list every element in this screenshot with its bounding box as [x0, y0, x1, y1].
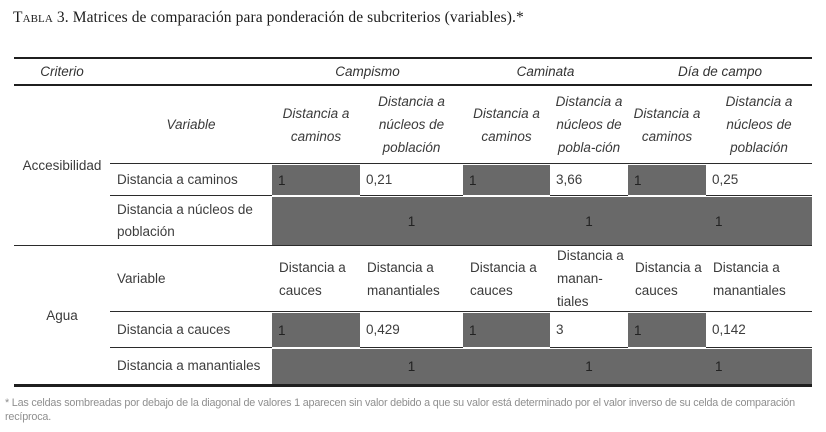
activity-header-row: Criterio Campismo Caminata Día de campo — [14, 57, 812, 86]
subcriterion-column-header: Distancia a caminos — [463, 86, 550, 164]
diagonal-value: 1 — [585, 359, 593, 374]
row-label: Distancia a manantiales — [117, 358, 261, 373]
matrix-cell: 0,25 — [706, 164, 812, 196]
col-header-campismo: Campismo — [335, 64, 400, 79]
criterion-label: Accesibilidad — [22, 158, 102, 173]
comparison-matrix-table: Criterio Campismo Caminata Día de campo … — [14, 57, 812, 387]
matrix-cell: 0,142 — [706, 312, 812, 348]
row-label: Distancia a núcleos de población — [117, 201, 253, 239]
matrix-cell-shaded: 1 — [463, 312, 550, 348]
diagonal-value: 1 — [715, 213, 723, 229]
subcriterion-column-header: Distancia a núcleos de población — [360, 86, 463, 164]
table-caption-text: Matrices de comparación para ponderación… — [68, 9, 524, 26]
row-label: Distancia a cauces — [110, 312, 272, 348]
matrix-cell-shaded: 1 — [628, 164, 706, 196]
subcriterion-column-header: Distancia a caminos — [272, 86, 360, 164]
col-header-caminata: Caminata — [516, 64, 575, 79]
col-header-dia-de-campo: Día de campo — [677, 64, 763, 79]
variable-header: Variable — [110, 86, 272, 164]
variable-header: Variable — [110, 246, 272, 312]
matrix-cell-shaded: 1 — [628, 312, 706, 348]
subcriterion-column-header: Distancia a manantiales — [706, 246, 812, 312]
diagonal-value: 1 — [407, 359, 416, 374]
table-caption: Tabla 3. Matrices de comparación para po… — [13, 9, 524, 27]
subcriterion-column-header: Distancia a manan-tiales — [550, 246, 628, 312]
subcriterion-column-header: Distancia a cauces — [628, 246, 706, 312]
matrix-cell: 0,429 — [360, 312, 463, 348]
section-agua: Agua Variable Distancia a cauces Distanc… — [14, 246, 812, 387]
criterion-label: Agua — [46, 307, 78, 323]
footnote: * Las celdas sombreadas por debajo de la… — [5, 397, 795, 423]
subcriterion-column-header: Distancia a núcleos de población — [706, 86, 812, 164]
table-caption-number: Tabla 3. — [13, 9, 69, 26]
matrix-cell: 3,66 — [550, 164, 628, 196]
matrix-cell-shaded: 1 — [463, 164, 550, 196]
shaded-row: 1 1 1 — [272, 348, 812, 384]
subcriterion-column-header: Distancia a manantiales — [360, 246, 463, 312]
subcriterion-column-header: Distancia a caminos — [628, 86, 706, 164]
diagonal-value: 1 — [407, 213, 416, 229]
shaded-row: 1 1 1 — [272, 196, 812, 245]
subcriterion-column-header: Distancia a cauces — [463, 246, 550, 312]
diagonal-value: 1 — [715, 359, 723, 374]
subcriterion-column-header: Distancia a núcleos de pobla-ción — [550, 86, 628, 164]
col-header-criterio: Criterio — [40, 64, 84, 79]
subcriterion-column-header: Distancia a cauces — [272, 246, 360, 312]
section-accesibilidad: Accesibilidad Variable Distancia a camin… — [14, 86, 812, 246]
matrix-cell: 3 — [550, 312, 628, 348]
row-label: Distancia a caminos — [110, 164, 272, 196]
matrix-cell: 0,21 — [360, 164, 463, 196]
matrix-cell-shaded: 1 — [272, 164, 360, 196]
matrix-cell-shaded: 1 — [272, 312, 360, 348]
diagonal-value: 1 — [585, 213, 593, 229]
